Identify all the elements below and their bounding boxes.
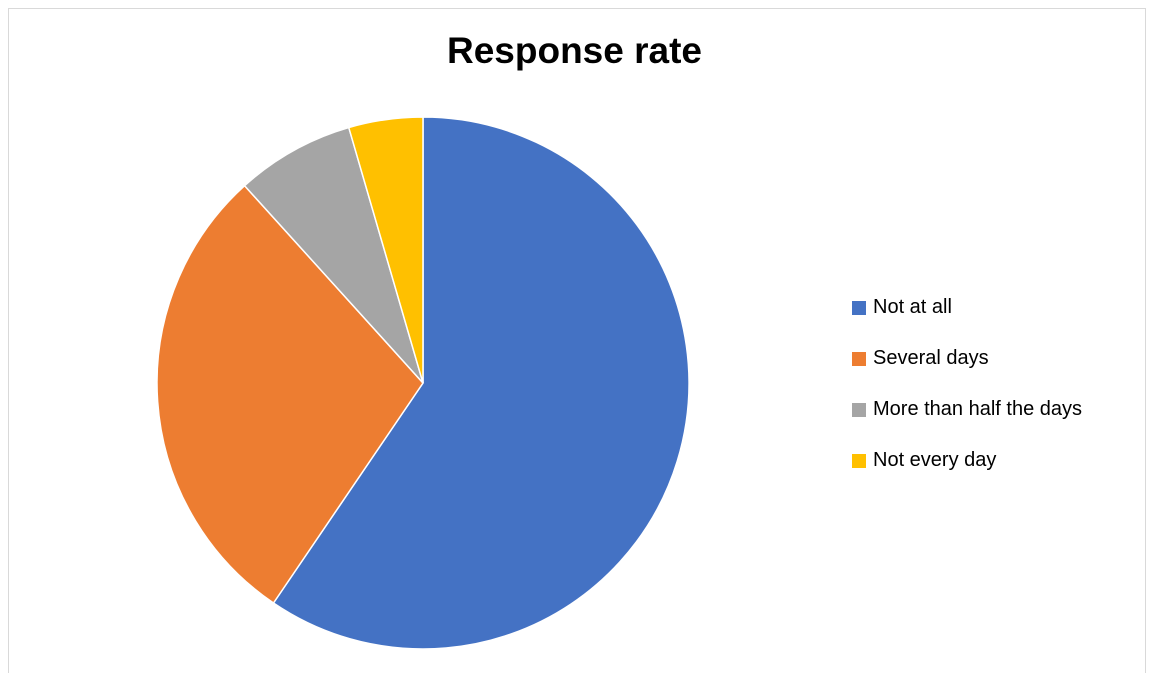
legend-item: Not at all	[852, 295, 1082, 320]
pie-slice-several-days	[156, 184, 424, 605]
legend-item: Not every day	[852, 448, 1082, 473]
legend-item: Several days	[852, 346, 1082, 371]
pie-slice-not-at-all	[272, 116, 690, 650]
pie-slice-more-than-half-the-days	[243, 126, 424, 384]
legend-label: More than half the days	[873, 398, 1083, 420]
pie-slice-not-every-day	[347, 116, 424, 384]
legend-label: Not at all	[873, 296, 952, 318]
legend-swatch	[852, 351, 866, 366]
legend-swatch	[852, 402, 866, 417]
legend-swatch	[852, 453, 866, 468]
legend-item: More than half the days	[852, 397, 1082, 422]
chart-legend: Not at all Several days More than half the…	[852, 295, 1082, 499]
legend-label: Several days	[873, 347, 989, 369]
chart-title: Response rate	[447, 30, 702, 71]
legend-swatch	[852, 300, 866, 315]
legend-label: Not every day	[873, 449, 997, 471]
